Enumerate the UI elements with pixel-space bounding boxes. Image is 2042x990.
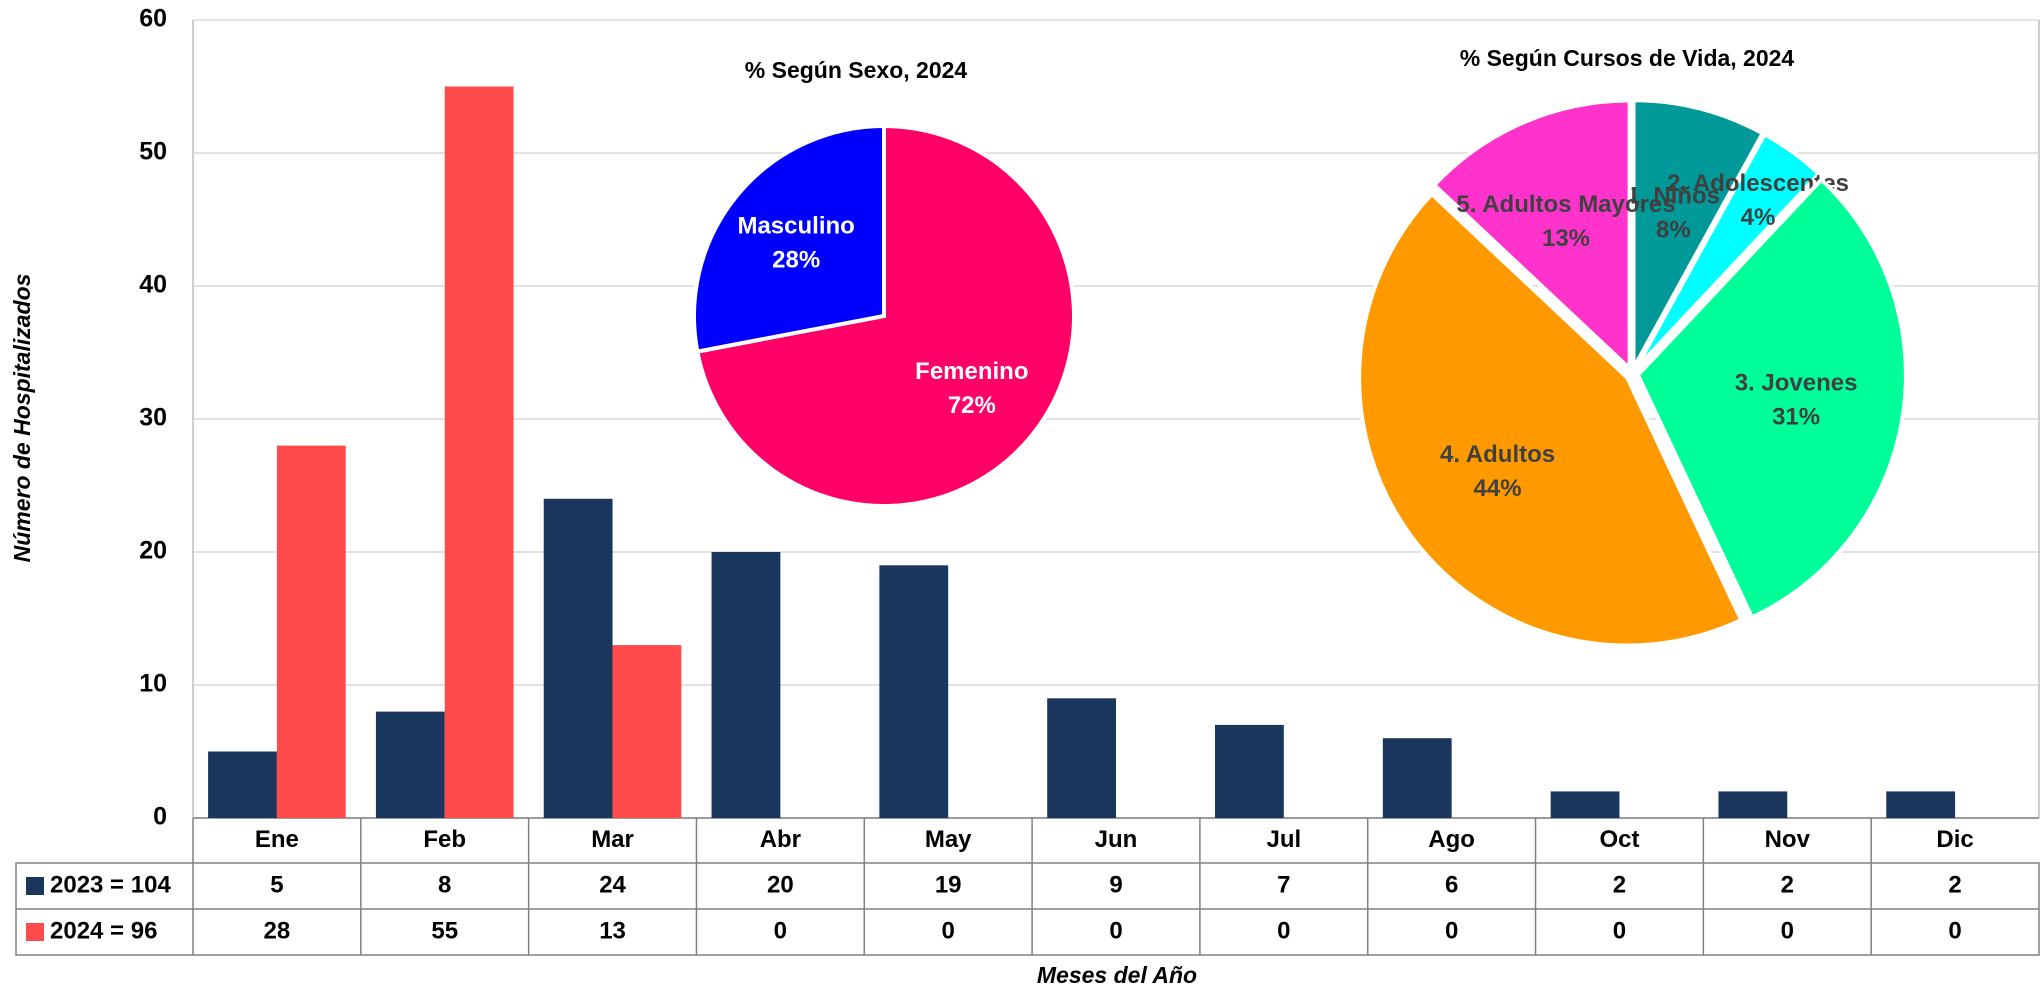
pie-title: % Según Cursos de Vida, 2024 <box>1460 45 1795 71</box>
bar <box>1215 724 1284 818</box>
table-value: 0 <box>1948 917 1961 944</box>
legend-label: 2024 = 96 <box>50 917 157 944</box>
pie-slice <box>1431 98 1632 374</box>
table-value: 7 <box>1277 871 1290 898</box>
legend-swatch <box>26 923 44 941</box>
bar <box>276 445 346 818</box>
y-tick-label: 20 <box>139 537 167 565</box>
slice-value: 72% <box>948 392 996 419</box>
bar <box>1047 698 1116 818</box>
x-tick-label: May <box>925 826 972 853</box>
slice-value: 44% <box>1474 475 1522 502</box>
x-tick-label: Mar <box>591 826 634 853</box>
y-axis-title: Número de Hospitalizados <box>9 274 35 563</box>
x-tick-label: Feb <box>423 826 466 853</box>
slice-value: 31% <box>1772 403 1820 430</box>
x-tick-label: Jun <box>1095 826 1138 853</box>
table-value: 0 <box>1613 917 1626 944</box>
bar <box>375 711 445 818</box>
bar <box>1382 738 1452 818</box>
table-value: 2 <box>1948 871 1961 898</box>
y-tick-label: 0 <box>153 803 167 831</box>
y-tick-label: 50 <box>139 138 167 166</box>
y-tick-label: 60 <box>139 5 167 33</box>
bar <box>879 565 949 818</box>
pie-title: % Según Sexo, 2024 <box>745 57 968 83</box>
bar <box>1550 791 1620 818</box>
x-tick-label: Abr <box>760 826 801 853</box>
x-tick-label: Ago <box>1428 826 1475 853</box>
bar <box>1886 791 1956 818</box>
slice-label: 3. Jovenes <box>1735 369 1858 396</box>
table-value: 13 <box>599 917 626 944</box>
y-tick-label: 10 <box>139 670 167 698</box>
slice-value: 8% <box>1656 216 1691 243</box>
table-value: 2 <box>1613 871 1626 898</box>
table-value: 0 <box>774 917 787 944</box>
pie-slice <box>692 123 886 354</box>
table-value: 2 <box>1781 871 1794 898</box>
table-value: 0 <box>1277 917 1290 944</box>
y-tick-label: 40 <box>139 271 167 299</box>
x-axis-title: Meses del Año <box>1037 962 1197 988</box>
legend-swatch <box>26 877 44 895</box>
x-tick-label: Jul <box>1266 826 1301 853</box>
slice-label: 1. Niños <box>1627 182 1720 209</box>
slice-value: 4% <box>1741 204 1776 231</box>
legend-label: 2023 = 104 <box>50 871 171 898</box>
bar <box>543 498 613 818</box>
x-tick-label: Ene <box>255 826 299 853</box>
slice-label: Masculino <box>737 213 854 240</box>
table-value: 8 <box>438 871 451 898</box>
table-value: 28 <box>264 917 291 944</box>
table-value: 0 <box>1445 917 1458 944</box>
slice-label: Femenino <box>915 358 1028 385</box>
slice-value: 13% <box>1542 225 1590 252</box>
table-value: 0 <box>1781 917 1794 944</box>
table-value: 19 <box>935 871 962 898</box>
table-value: 20 <box>767 871 794 898</box>
pie-slice <box>1357 191 1744 648</box>
bar <box>1718 791 1788 818</box>
table-value: 0 <box>1109 917 1122 944</box>
y-tick-label: 30 <box>139 404 167 432</box>
table-value: 0 <box>942 917 955 944</box>
x-tick-label: Nov <box>1765 826 1811 853</box>
slice-label: 5. Adultos Mayores <box>1456 191 1675 218</box>
bar <box>612 645 682 818</box>
table-value: 6 <box>1445 871 1458 898</box>
pie-slice <box>1633 131 1822 371</box>
table-value: 5 <box>270 871 283 898</box>
table-value: 55 <box>431 917 458 944</box>
pie-slice <box>1631 98 1766 370</box>
table-value: 24 <box>599 871 626 898</box>
table-value: 9 <box>1109 871 1122 898</box>
x-tick-label: Dic <box>1936 826 1973 853</box>
bar <box>711 552 781 818</box>
slice-label: 4. Adultos <box>1440 441 1555 468</box>
pie-slice <box>1635 176 1908 621</box>
bar <box>444 86 514 818</box>
x-tick-label: Oct <box>1599 826 1639 853</box>
bar <box>208 751 277 818</box>
slice-value: 28% <box>772 247 820 274</box>
